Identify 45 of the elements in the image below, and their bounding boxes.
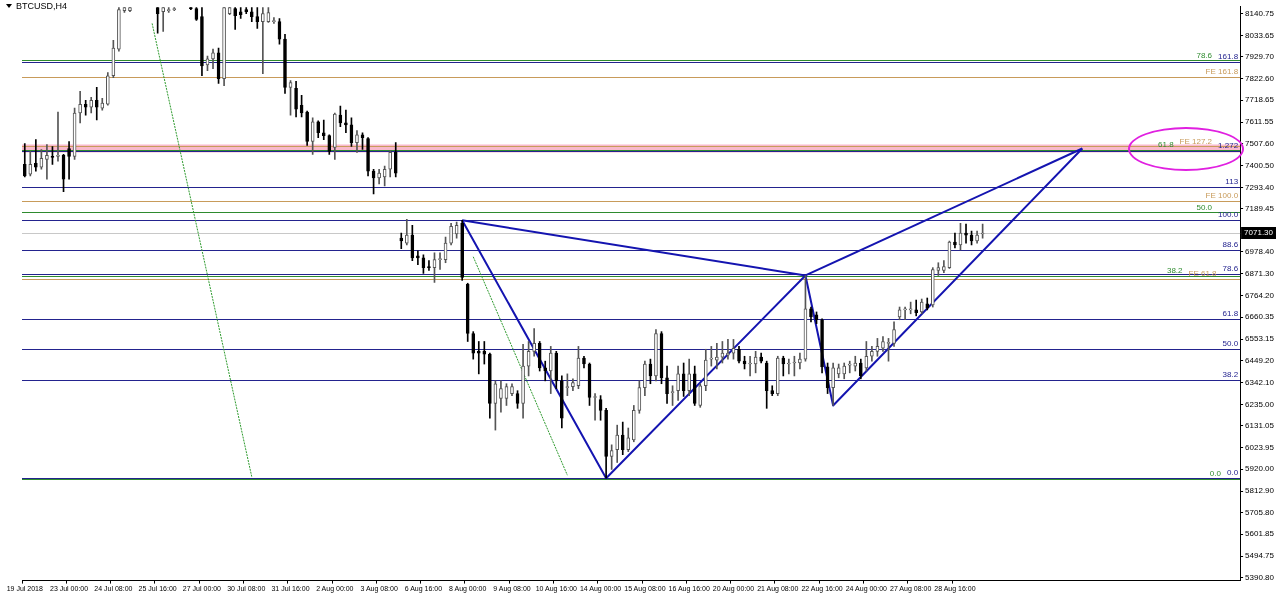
ref-line-label: 7071.30 <box>1244 228 1274 238</box>
y-tick-label: 7718.65 <box>1245 95 1275 105</box>
y-tick-label: 6978.40 <box>1245 247 1275 257</box>
y-tick-label: 5812.90 <box>1245 486 1275 496</box>
annotation: 50.0 <box>1222 339 1239 349</box>
y-tick-label: 7189.45 <box>1245 203 1275 213</box>
y-tick-label: 5390.80 <box>1245 572 1275 582</box>
y-tick-label: 6764.20 <box>1245 291 1275 301</box>
annotation: 100.0 <box>1218 210 1239 220</box>
y-tick-label: 5494.75 <box>1245 551 1275 561</box>
annotation: 38.2 <box>1166 266 1184 276</box>
y-tick-label: 7400.50 <box>1245 160 1275 170</box>
annotation: FE 161.8 <box>1205 66 1239 76</box>
annotation: 88.6 <box>1222 240 1239 250</box>
annotation: 0.0 <box>1226 468 1239 478</box>
y-tick-label: 6553.15 <box>1245 334 1275 344</box>
y-tick-label: 6023.95 <box>1245 442 1275 452</box>
annotation: 50.0 <box>1196 202 1213 212</box>
annotation: 0.0 <box>1209 469 1222 479</box>
y-tick-label: 6449.20 <box>1245 355 1275 365</box>
y-tick-label: 6342.10 <box>1245 377 1275 387</box>
annotation: FE 100.0 <box>1205 190 1239 200</box>
annotation: 38.2 <box>1222 369 1239 379</box>
y-tick-label: 6235.00 <box>1245 399 1275 409</box>
y-tick-label: 6871.30 <box>1245 269 1275 279</box>
chart-title: BTCUSD,H4 <box>16 1 68 11</box>
y-tick-label: 6660.35 <box>1245 312 1275 322</box>
y-tick-label: 7611.55 <box>1245 117 1274 127</box>
annotation: 61.8 <box>1222 308 1239 318</box>
y-tick-label: 5601.85 <box>1245 529 1275 539</box>
annotation: FE 127.2 <box>1179 136 1213 146</box>
y-tick-label: 8140.75 <box>1245 8 1275 18</box>
annotation: 113 <box>1225 177 1239 187</box>
annotation: 78.6 <box>1222 264 1239 274</box>
annotation: 161.8 <box>1218 51 1239 61</box>
y-tick-label: 7293.40 <box>1245 182 1275 192</box>
y-tick-label: 7507.60 <box>1245 138 1275 148</box>
annotation: 78.6 <box>1196 50 1213 60</box>
y-tick-label: 5705.80 <box>1245 508 1275 518</box>
annotation: 1.272 <box>1218 141 1239 151</box>
y-tick-label: 8033.65 <box>1245 30 1275 40</box>
y-tick-label: 5920.00 <box>1245 464 1275 474</box>
y-tick-label: 7822.60 <box>1245 74 1275 84</box>
y-tick-label: 7929.70 <box>1245 52 1275 62</box>
y-tick-label: 6131.05 <box>1245 420 1275 430</box>
